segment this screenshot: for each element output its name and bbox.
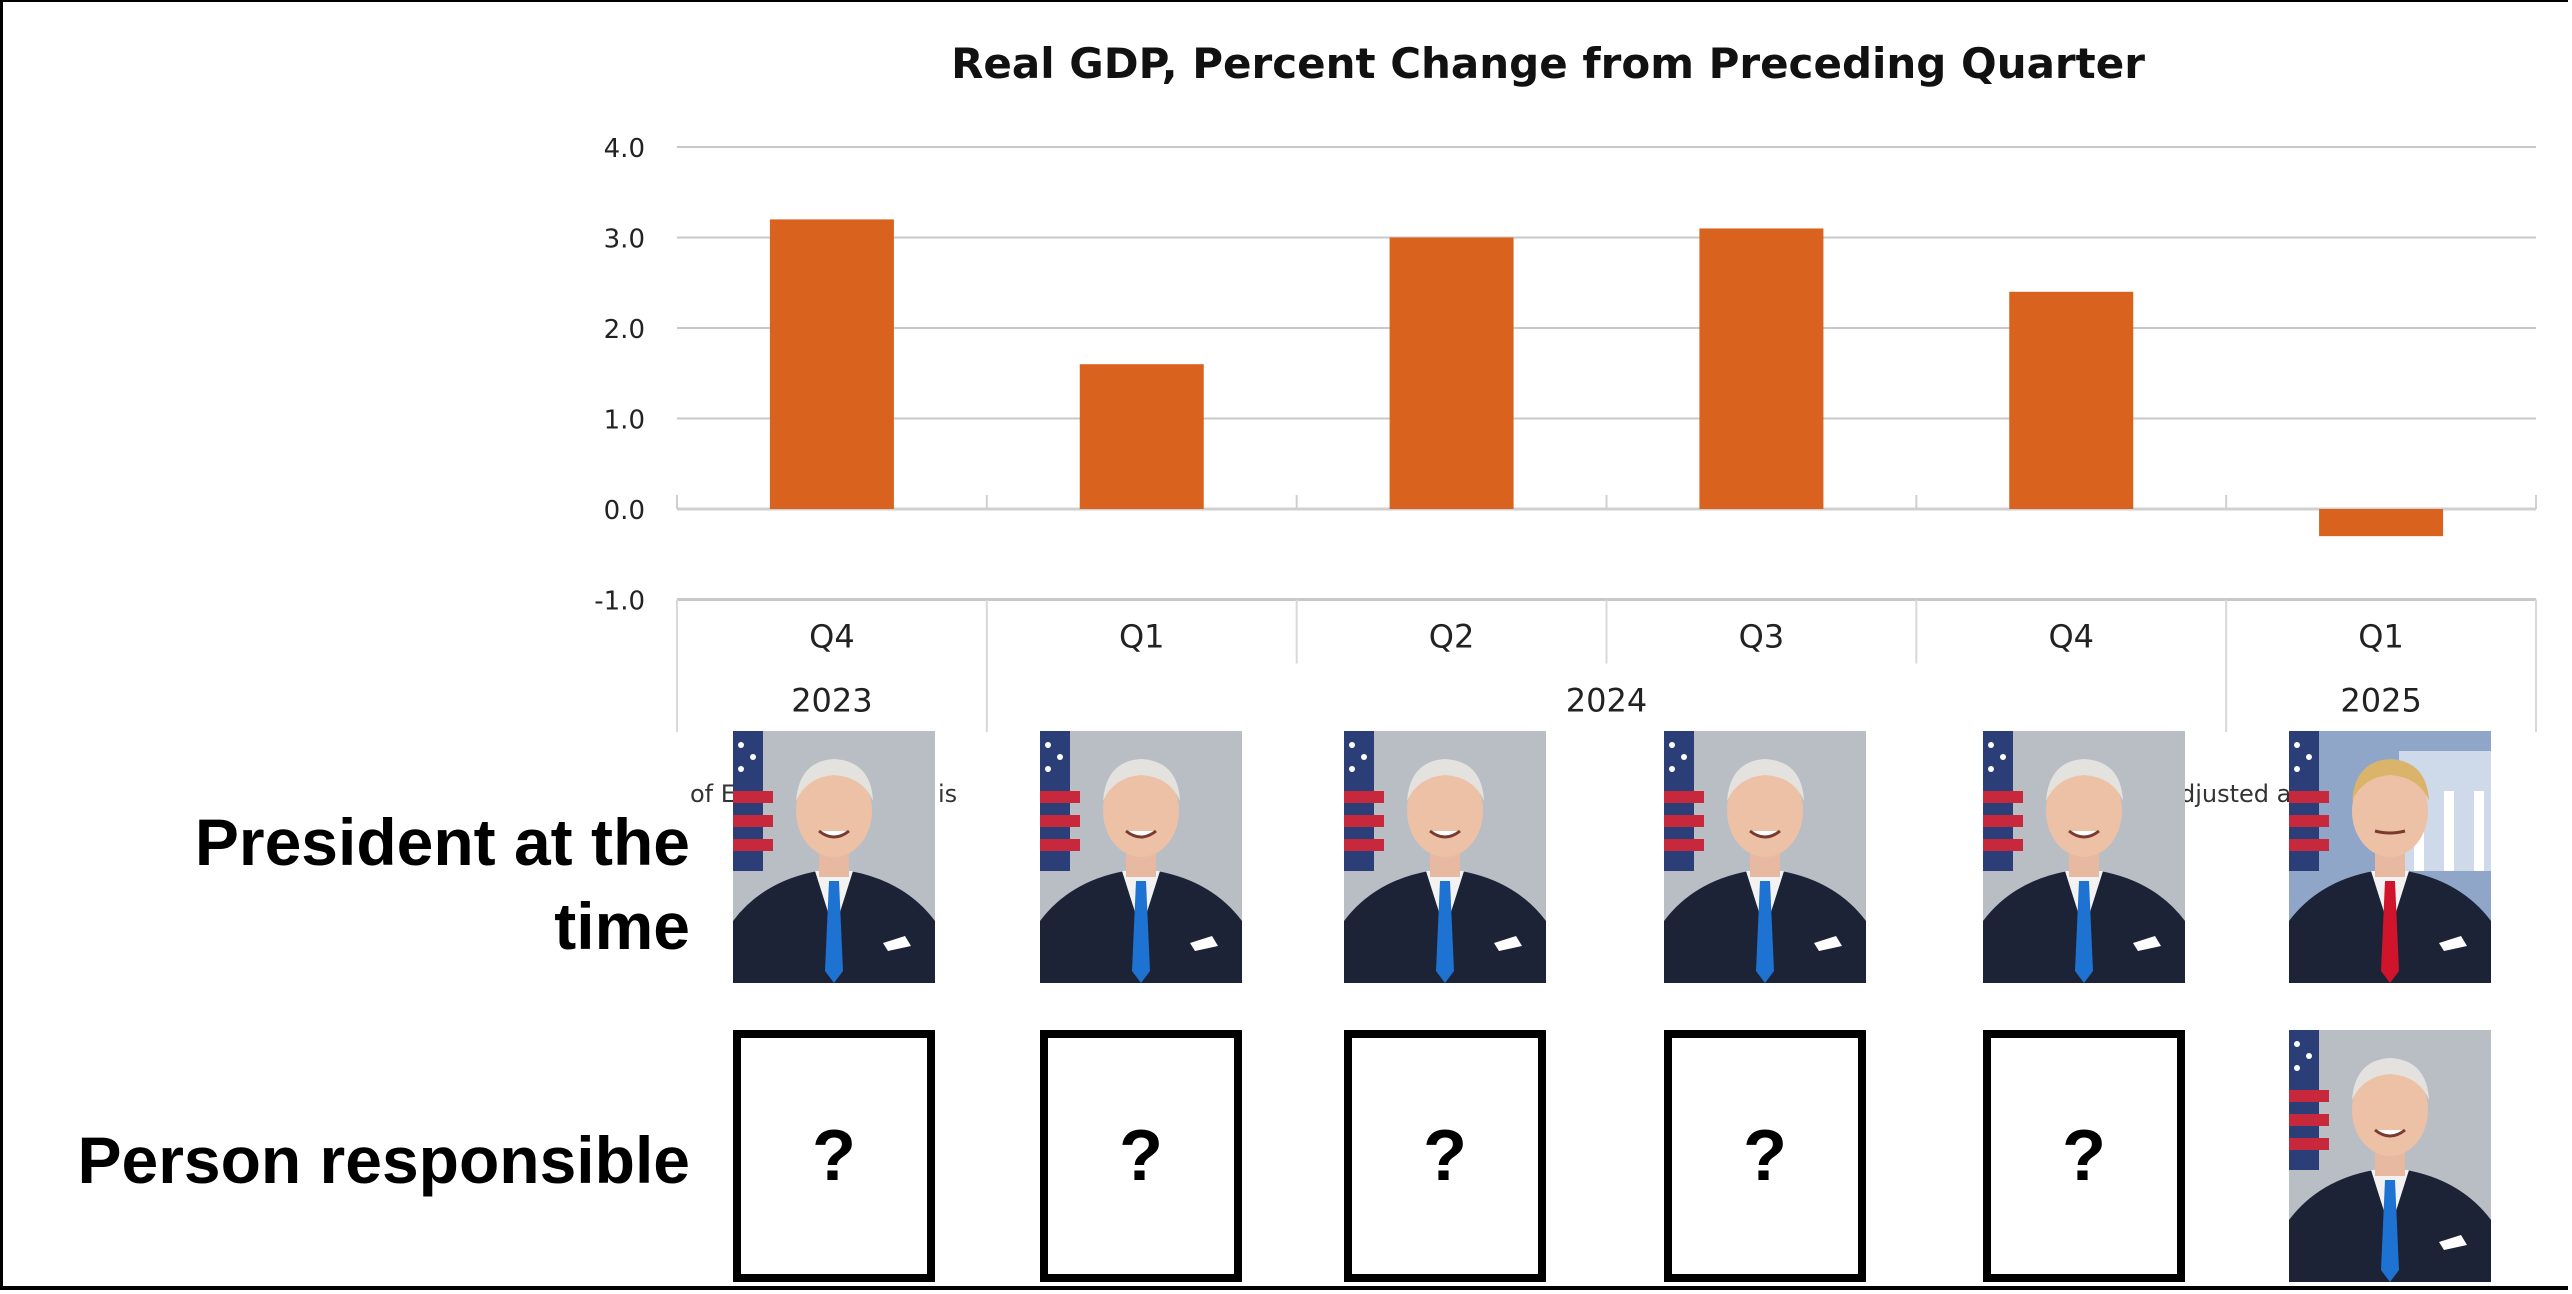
bar [1389, 237, 1514, 509]
bars [769, 219, 2444, 537]
year-label: 2025 [2340, 682, 2421, 720]
x-axis: Q4 Q1 Q2 Q3 Q4 Q1 2023 2024 2025 [676, 598, 2537, 732]
trump-portrait [2289, 731, 2491, 983]
unknown-person-box: ? [1344, 1030, 1546, 1282]
x-tick-label: Q4 [809, 618, 855, 656]
y-tick-label: 0.0 [604, 496, 645, 526]
y-tick-label: -1.0 [594, 587, 645, 617]
president-row-label-text: President at the time [194, 805, 690, 963]
biden-portrait [1983, 731, 2185, 983]
question-mark-icon: ? [1423, 1116, 1467, 1196]
biden-portrait [2289, 1030, 2491, 1282]
bar [2319, 509, 2444, 537]
x-tick-label: Q1 [2358, 618, 2404, 656]
source-note-fragment-left-tail: is [938, 780, 957, 808]
source-note-fragment-left: of E [690, 780, 736, 808]
bar [769, 219, 894, 509]
person-responsible-row-label: Person responsible [0, 1118, 690, 1202]
unknown-person-box: ? [1983, 1030, 2185, 1282]
biden-portrait [1344, 731, 1546, 983]
unknown-person-box: ? [1664, 1030, 1866, 1282]
unknown-person-box: ? [1040, 1030, 1242, 1282]
source-fragment-text: djusted a [2180, 780, 2292, 808]
biden-portrait [733, 731, 935, 983]
question-mark-icon: ? [2062, 1116, 2106, 1196]
y-tick-label: 2.0 [604, 315, 645, 345]
bar [1699, 228, 1824, 509]
x-tick-label: Q1 [1119, 618, 1165, 656]
x-tick-label: Q2 [1429, 618, 1475, 656]
y-axis-ticks: 4.0 3.0 2.0 1.0 0.0 -1.0 [594, 134, 645, 617]
biden-portrait [1664, 731, 1866, 983]
year-label: 2024 [1566, 682, 1647, 720]
y-tick-label: 3.0 [604, 225, 645, 255]
chart-title: Real GDP, Percent Change from Preceding … [951, 39, 2145, 88]
biden-portrait [1040, 731, 1242, 983]
source-fragment-text: of E [690, 780, 736, 808]
bar [1079, 364, 1204, 509]
y-tick-label: 4.0 [604, 134, 645, 164]
question-mark-icon: ? [1743, 1116, 1787, 1196]
gdp-bar-chart: Real GDP, Percent Change from Preceding … [594, 39, 2537, 732]
year-label: 2023 [791, 682, 872, 720]
question-mark-icon: ? [812, 1116, 856, 1196]
bar [2009, 291, 2134, 509]
gridlines [676, 146, 2537, 601]
person-responsible-row-label-text: Person responsible [77, 1123, 690, 1197]
y-tick-label: 1.0 [604, 406, 645, 436]
unknown-person-box: ? [733, 1030, 935, 1282]
source-fragment-text: is [938, 780, 958, 808]
x-tick-label: Q4 [2048, 618, 2094, 656]
president-row-label: President at the time [70, 800, 690, 968]
x-tick-label: Q3 [1739, 618, 1785, 656]
question-mark-icon: ? [1119, 1116, 1163, 1196]
source-note-fragment-right: djusted a [2180, 780, 2291, 808]
